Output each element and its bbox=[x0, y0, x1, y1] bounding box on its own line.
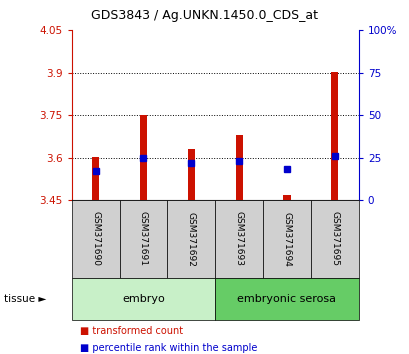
Bar bbox=[92, 157, 99, 200]
Text: ■ percentile rank within the sample: ■ percentile rank within the sample bbox=[80, 343, 257, 353]
Text: tissue ►: tissue ► bbox=[4, 294, 46, 304]
Bar bbox=[139, 115, 147, 200]
Text: GSM371693: GSM371693 bbox=[234, 211, 243, 267]
Text: GDS3843 / Ag.UNKN.1450.0_CDS_at: GDS3843 / Ag.UNKN.1450.0_CDS_at bbox=[91, 9, 318, 22]
Bar bbox=[215, 200, 263, 278]
Bar bbox=[72, 278, 215, 320]
Bar bbox=[330, 72, 337, 200]
Bar bbox=[283, 195, 290, 200]
Bar bbox=[235, 135, 242, 200]
Bar bbox=[187, 149, 194, 200]
Text: embryo: embryo bbox=[122, 294, 164, 304]
Bar bbox=[263, 200, 310, 278]
Text: GSM371694: GSM371694 bbox=[282, 211, 291, 267]
Text: GSM371690: GSM371690 bbox=[91, 211, 100, 267]
Bar bbox=[167, 200, 215, 278]
Text: GSM371692: GSM371692 bbox=[187, 211, 196, 267]
Bar bbox=[119, 200, 167, 278]
Text: GSM371695: GSM371695 bbox=[330, 211, 339, 267]
Text: ■ transformed count: ■ transformed count bbox=[80, 326, 183, 336]
Bar bbox=[310, 200, 358, 278]
Text: embryonic serosa: embryonic serosa bbox=[237, 294, 336, 304]
Text: GSM371691: GSM371691 bbox=[139, 211, 148, 267]
Bar bbox=[72, 200, 119, 278]
Bar bbox=[215, 278, 358, 320]
